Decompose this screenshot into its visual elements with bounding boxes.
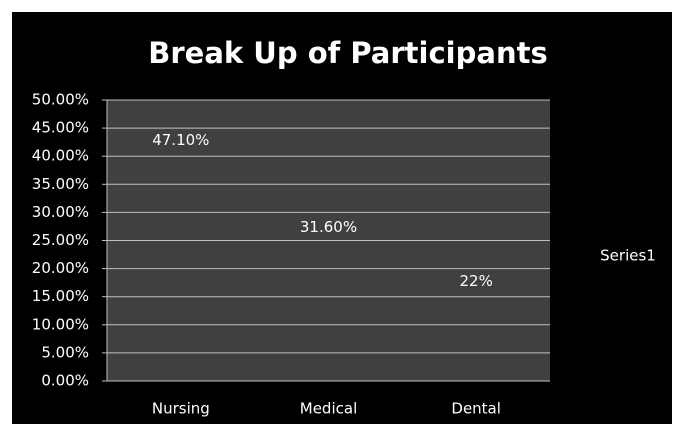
bar — [431, 257, 521, 381]
bar — [284, 203, 373, 381]
x-tick-label: Nursing — [152, 400, 210, 418]
bar — [136, 116, 226, 381]
y-tick-label: 0.00% — [41, 372, 89, 390]
data-label: 31.60% — [300, 218, 357, 236]
y-tick-label: 10.00% — [32, 315, 89, 333]
legend-label: Series1 — [600, 247, 656, 265]
y-tick-label: 20.00% — [32, 259, 89, 277]
y-tick-label: 50.00% — [32, 91, 89, 109]
y-tick-label: 30.00% — [32, 203, 89, 221]
x-tick-label: Dental — [451, 400, 501, 418]
y-tick-label: 40.00% — [32, 147, 89, 165]
y-tick-label: 15.00% — [32, 287, 89, 305]
y-tick-label: 5.00% — [41, 343, 89, 361]
data-label: 22% — [459, 272, 492, 290]
chart-title: Break Up of Participants — [148, 36, 547, 70]
y-tick-label: 45.00% — [32, 119, 89, 137]
x-tick-label: Medical — [300, 400, 357, 418]
y-tick-label: 25.00% — [32, 231, 89, 249]
y-tick-label: 35.00% — [32, 175, 89, 193]
data-label: 47.10% — [152, 131, 209, 149]
